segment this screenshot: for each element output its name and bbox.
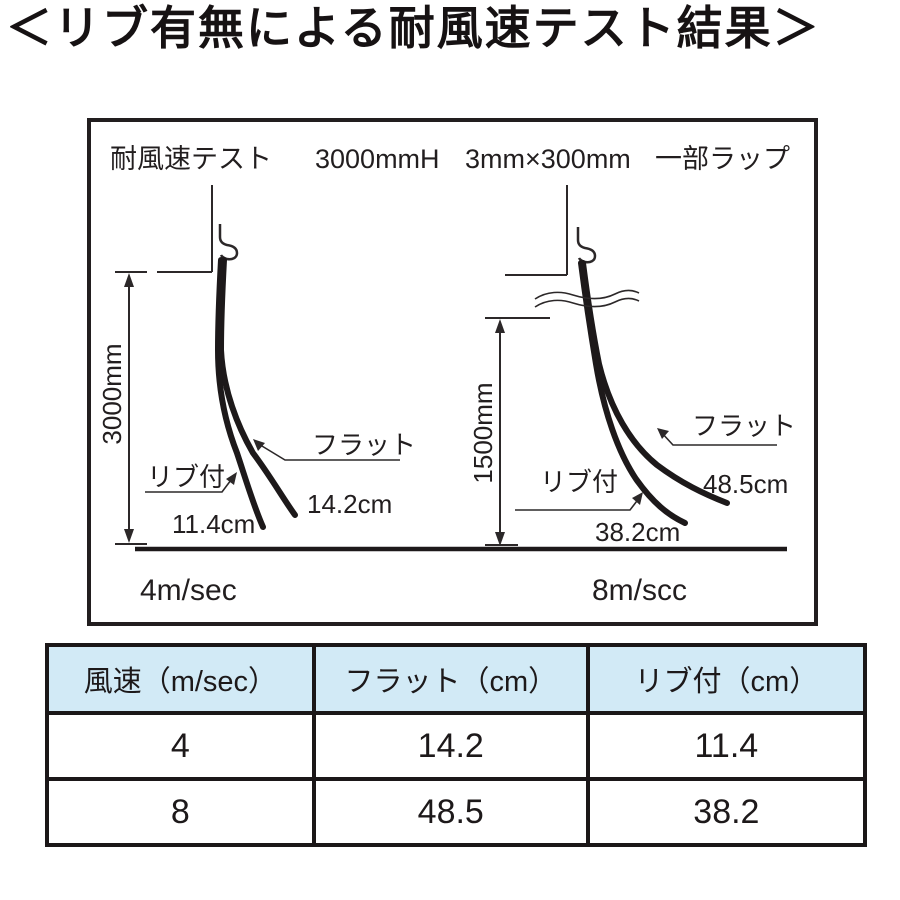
right-flat-leader-arrow-icon — [657, 428, 669, 439]
left-dimension-arrow-down-icon — [124, 529, 134, 543]
right-flat-deflection-value: 48.5cm — [703, 469, 788, 499]
diagram-header-height-spec: 3000mmH — [315, 144, 440, 174]
right-dimension-arrow-down-icon — [495, 532, 505, 546]
left-rib-label: リブ付 — [147, 462, 225, 492]
right-flat-leader-line — [660, 431, 777, 446]
diagram-header-test-label: 耐風速テスト — [110, 144, 272, 174]
diagram-header-strip-spec: 3mm×300mm — [465, 144, 631, 174]
results-table: 風速（m/sec） フラット（cm） リブ付（cm） 4 14.2 11.4 8… — [45, 643, 868, 847]
right-drop-height-label: 1500mm — [468, 382, 498, 483]
col-header-flat: フラット（cm） — [311, 643, 590, 715]
right-rib-leader-arrow-icon — [632, 492, 643, 505]
break-wave-upper-line — [534, 289, 640, 300]
table-row: 4 14.2 11.4 — [45, 711, 868, 781]
right-wind-speed-label: 8m/scc — [592, 574, 687, 607]
right-rib-strip-curve — [578, 260, 688, 526]
left-rib-strip-curve — [214, 257, 266, 530]
table-cell-wind-speed: 4 — [45, 711, 316, 781]
col-header-rib: リブ付（cm） — [585, 643, 868, 715]
left-flat-leader-arrow-icon — [253, 439, 265, 451]
left-flat-leader-line — [256, 442, 400, 461]
left-wind-speed-label: 4m/sec — [140, 574, 237, 607]
table-header-row: 風速（m/sec） フラット（cm） リブ付（cm） — [45, 643, 868, 715]
results-table-body: 4 14.2 11.4 8 48.5 38.2 — [45, 711, 868, 847]
table-cell-wind-speed: 8 — [45, 777, 316, 847]
test-diagram-panel: 耐風速テスト 3000mmH 3mm×300mm 一部ラップ 3000mm — [87, 118, 818, 626]
right-test-figure: 1500mm フラット リブ付 48.5cm 38.2cm 8m/scc — [468, 185, 796, 607]
left-rib-deflection-value: 11.4cm — [172, 509, 255, 539]
table-cell-rib: 38.2 — [585, 777, 868, 847]
left-dimension-arrow-up-icon — [124, 273, 134, 287]
test-diagram: 耐風速テスト 3000mmH 3mm×300mm 一部ラップ 3000mm — [97, 144, 796, 607]
table-cell-flat: 48.5 — [311, 777, 590, 847]
table-row: 8 48.5 38.2 — [45, 777, 868, 847]
left-test-figure: 3000mm フラット リブ付 11.4cm 14.2cm 4m/sec — [97, 185, 416, 607]
break-wave-lower-line — [534, 297, 640, 308]
diagram-header-row: 耐風速テスト 3000mmH 3mm×300mm 一部ラップ — [110, 144, 790, 174]
results-table-header: 風速（m/sec） フラット（cm） リブ付（cm） — [45, 643, 868, 715]
diagram-header-lap-note: 一部ラップ — [655, 144, 790, 174]
left-flat-label: フラット — [312, 430, 416, 460]
table-cell-rib: 11.4 — [585, 711, 868, 781]
table-cell-flat: 14.2 — [311, 711, 590, 781]
right-dimension-arrow-up-icon — [495, 319, 505, 333]
right-rib-leader-line — [515, 496, 641, 511]
right-clamp-hook-shape — [576, 227, 597, 264]
left-flat-deflection-value: 14.2cm — [307, 489, 392, 519]
col-header-wind-speed: 風速（m/sec） — [45, 643, 316, 715]
page-title: ＜リブ有無による耐風速テスト結果＞ — [6, 2, 821, 54]
right-flat-label: フラット — [692, 411, 796, 441]
left-clamp-hook-shape — [218, 224, 239, 261]
left-drop-height-label: 3000mm — [97, 343, 127, 444]
right-rib-label: リブ付 — [540, 467, 618, 497]
left-rib-leader-arrow-icon — [226, 472, 237, 485]
right-rib-deflection-value: 38.2cm — [595, 517, 680, 547]
